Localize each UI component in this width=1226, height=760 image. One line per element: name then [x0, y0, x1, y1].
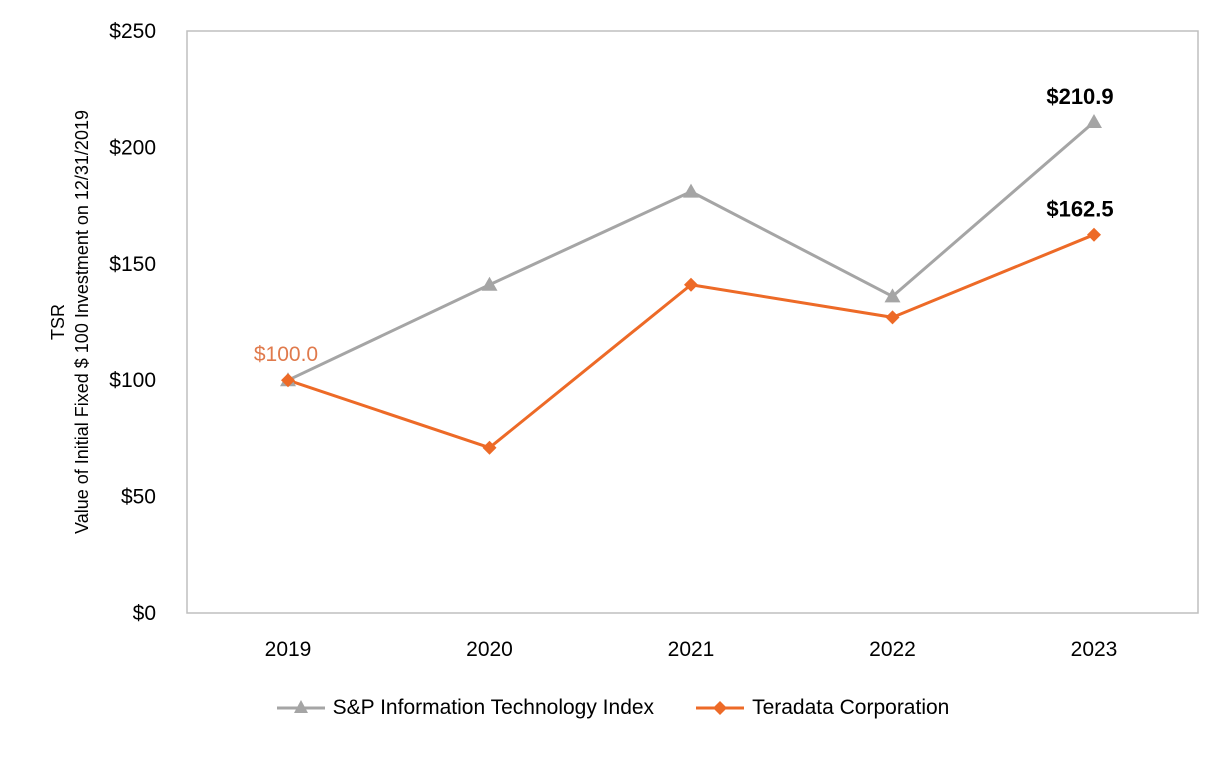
y-tick-label: $250	[109, 20, 156, 43]
data-label: $100.0	[254, 343, 318, 366]
y-tick-label: $100	[109, 369, 156, 392]
y-tick-label: $50	[121, 486, 156, 509]
legend-item-sp-index: S&P Information Technology Index	[276, 696, 655, 720]
y-tick-label: $150	[109, 253, 156, 276]
x-tick-label: 2023	[1071, 638, 1118, 661]
teradata-point	[482, 440, 497, 455]
teradata-point	[684, 277, 698, 292]
diamond-marker-icon	[696, 701, 745, 715]
data-label: $162.5	[1046, 197, 1113, 222]
chart-legend: S&P Information Technology Index Teradat…	[0, 696, 1226, 720]
y-tick-label: $200	[109, 136, 156, 159]
legend-label-teradata: Teradata Corporation	[752, 696, 950, 719]
teradata-point	[281, 373, 295, 388]
sp-index-line	[287, 120, 1095, 382]
legend-item-teradata: Teradata Corporation	[696, 696, 949, 720]
sp-index-point	[884, 288, 901, 303]
sp-index-point	[1086, 114, 1102, 129]
y-axis-title-line1: TSR	[48, 304, 68, 340]
data-label: $210.9	[1046, 84, 1113, 109]
x-tick-label: 2021	[668, 638, 715, 661]
y-axis-title-line2: Value of Initial Fixed $ 100 Investment …	[72, 110, 92, 534]
x-tick-label: 2019	[265, 638, 312, 661]
plot-area-border	[186, 30, 1199, 614]
tsr-line-chart: $0 $50 $100 $150 $200 $250 2019 2020 2021 2022 20…	[48, 20, 1199, 661]
x-tick-label: 2020	[466, 638, 513, 661]
teradata-point	[1087, 227, 1101, 242]
x-tick-label: 2022	[869, 638, 916, 661]
legend-label-sp-index: S&P Information Technology Index	[332, 696, 655, 719]
sp-index-point	[481, 276, 498, 291]
sp-index-point	[683, 183, 699, 198]
triangle-marker-icon	[276, 700, 325, 713]
teradata-line	[287, 233, 1095, 450]
y-tick-label: $0	[133, 602, 156, 625]
teradata-point	[885, 310, 900, 325]
